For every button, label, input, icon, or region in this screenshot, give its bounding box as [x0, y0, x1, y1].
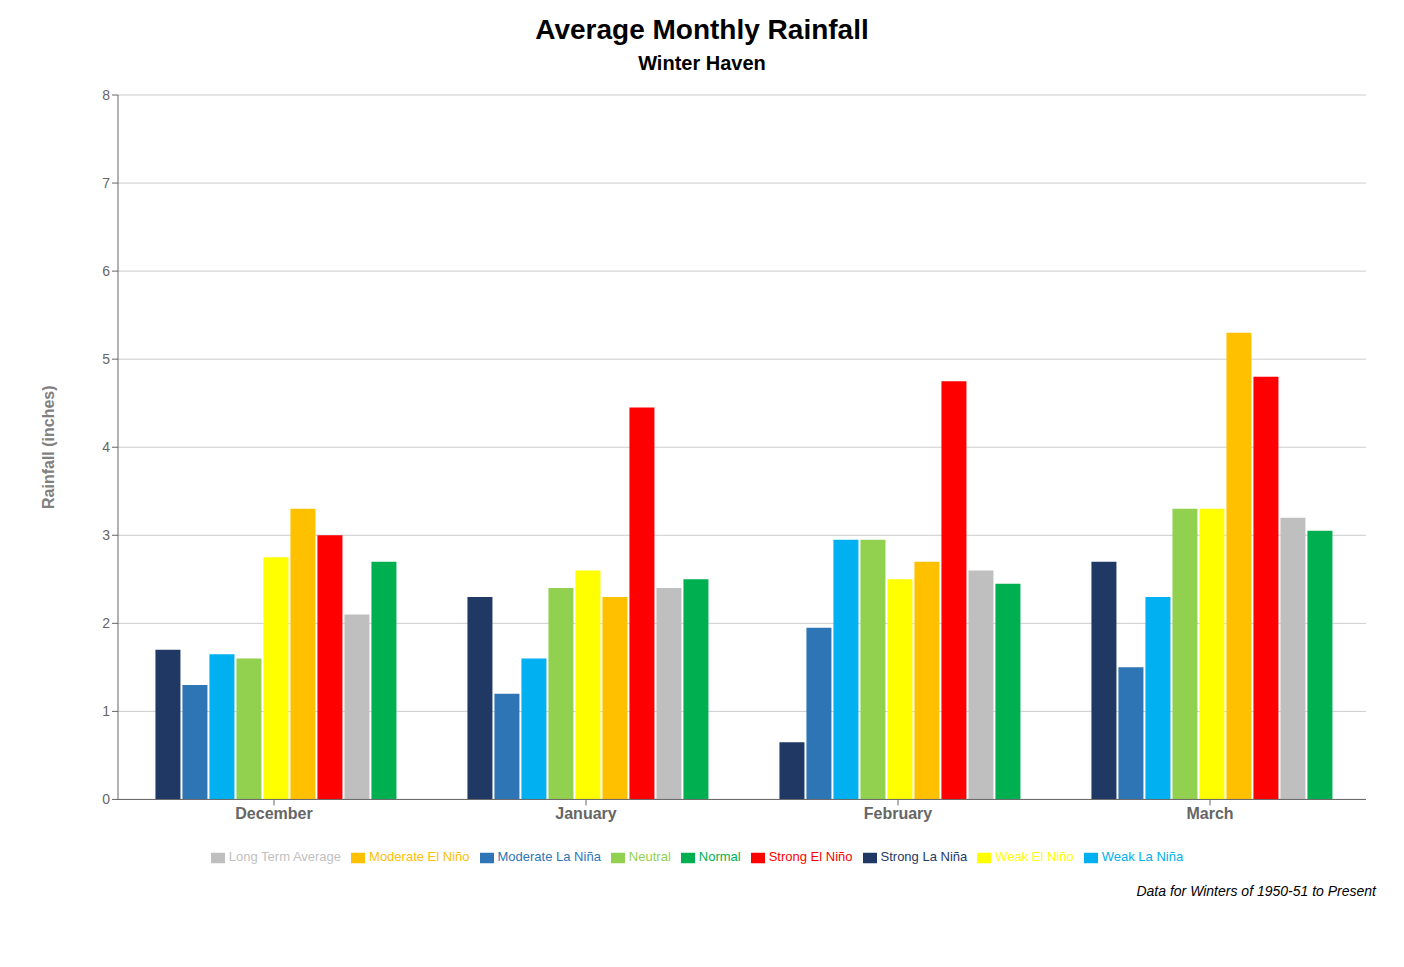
svg-text:3: 3 [102, 527, 110, 543]
html-text:Weak El Niño: Weak El Niño [995, 849, 1074, 865]
svg-text:8: 8 [102, 87, 110, 103]
svg-text:4: 4 [102, 439, 110, 455]
svg-text:6: 6 [102, 263, 110, 279]
svg-text:December: December [235, 805, 312, 822]
html-text:Data for Winters of 1950-51 to: Data for Winters of 1950-51 to Present [1136, 883, 1376, 899]
svg-text:1: 1 [102, 703, 110, 719]
html-text:Moderate El Niño: Moderate El Niño [369, 849, 470, 865]
svg-text:7: 7 [102, 175, 110, 191]
html-text:Strong La Niña: Strong La Niña [880, 849, 968, 865]
svg-text:Rainfall (inches): Rainfall (inches) [40, 385, 57, 509]
svg-text:February: February [864, 805, 933, 822]
html-text:Normal: Normal [698, 849, 741, 865]
html-text:Long Term Average: Long Term Average [228, 849, 342, 865]
svg-text:5: 5 [102, 351, 110, 367]
html-text:Strong El Niño: Strong El Niño [768, 849, 853, 865]
svg-text:March: March [1186, 805, 1233, 822]
html-text:Average Monthly Rainfall: Average Monthly Rainfall [535, 14, 869, 45]
svg-text:0: 0 [102, 791, 110, 807]
html-text:Neutral: Neutral [628, 849, 671, 865]
svg-text:2: 2 [102, 615, 110, 631]
html-text:Moderate La Niña: Moderate La Niña [497, 849, 601, 865]
html-text:Weak La Niña: Weak La Niña [1101, 849, 1184, 865]
svg-text:January: January [555, 805, 616, 822]
html-text:Winter Haven: Winter Haven [638, 52, 766, 74]
